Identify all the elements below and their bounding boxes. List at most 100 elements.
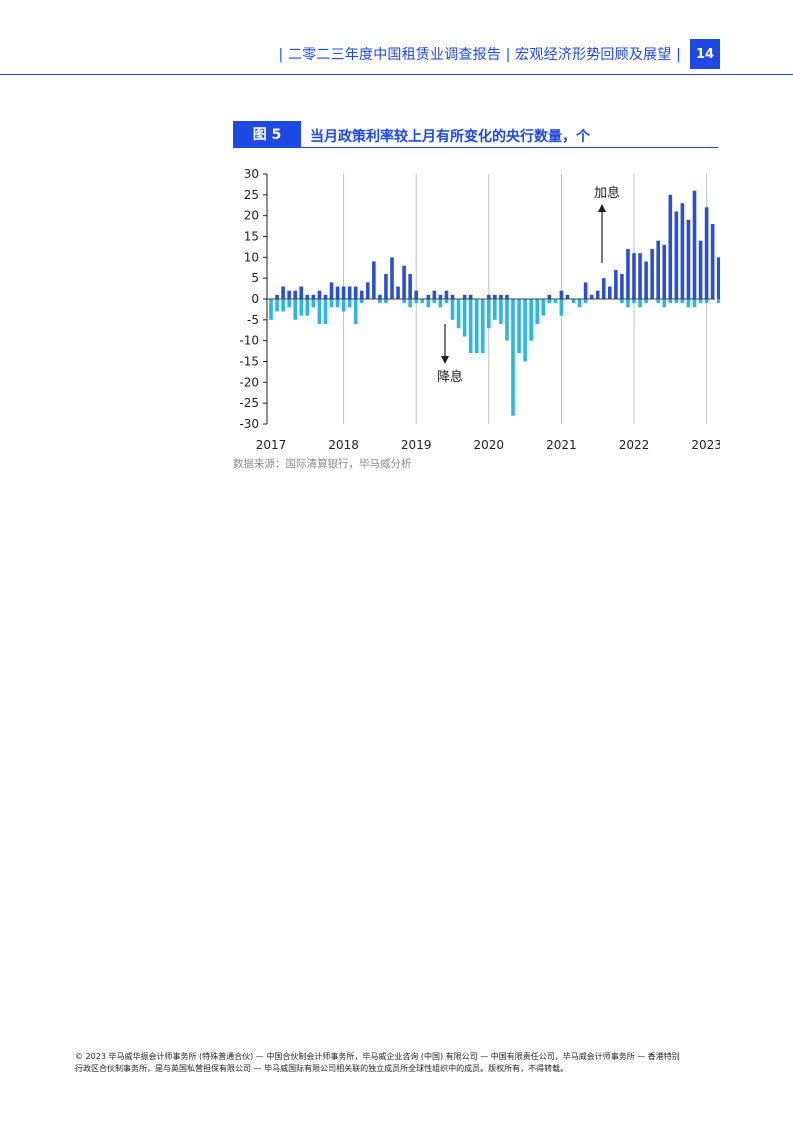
cut-bar xyxy=(698,299,703,304)
y-tick-label: 5 xyxy=(251,271,259,285)
hike-bar xyxy=(493,294,497,299)
hike-bar xyxy=(656,240,660,299)
hike-bar xyxy=(378,294,382,299)
cut-bar xyxy=(716,299,720,304)
footer-line-1: © 2023 毕马威华振会计师事务所 (特殊普通合伙) — 中国合伙制会计师事务… xyxy=(75,1052,680,1061)
cut-bar xyxy=(341,299,346,312)
hike-bar xyxy=(323,294,328,299)
cut-bar xyxy=(444,299,449,304)
hike-bar xyxy=(614,269,618,299)
hike-bar xyxy=(704,207,709,299)
cut-bar xyxy=(529,299,533,341)
y-tick-label: 25 xyxy=(244,188,259,202)
chart-axes: 30 25 20 15 10 5 0 -5 -10 -15 -20 -25 -30 2017 2018 201… xyxy=(239,167,720,452)
cut-bar xyxy=(686,299,691,308)
figure-title-divider xyxy=(233,147,718,148)
hike-bar xyxy=(499,294,503,299)
cut-bar xyxy=(329,299,334,308)
hike-bar xyxy=(329,282,334,299)
hike-bar xyxy=(426,294,431,299)
hike-bar xyxy=(680,203,685,299)
hike-bar xyxy=(359,290,364,299)
hike-bar xyxy=(366,282,370,299)
y-tick-label: -5 xyxy=(247,313,259,327)
hike-bar xyxy=(626,249,630,299)
cut-bar xyxy=(511,299,515,416)
cut-bar xyxy=(335,299,340,308)
y-tick-label: -10 xyxy=(239,334,259,348)
cut-bar xyxy=(535,299,539,324)
hike-bar xyxy=(716,257,720,299)
cut-bar xyxy=(299,299,304,316)
cut-bar xyxy=(632,299,636,304)
hike-bar xyxy=(372,261,376,299)
hike-bar xyxy=(275,294,279,299)
cut-bar xyxy=(323,299,328,324)
header-divider xyxy=(0,74,793,75)
hike-bar xyxy=(396,286,400,299)
x-tick-label: 2023 xyxy=(691,438,720,452)
hike-bar xyxy=(335,286,340,299)
chart-annotations: 加息 降息 xyxy=(437,185,620,385)
y-tick-label: 0 xyxy=(251,292,259,306)
cut-bar xyxy=(692,299,697,308)
cut-bar xyxy=(311,299,316,308)
chart-bars xyxy=(269,190,720,416)
hike-bar xyxy=(668,194,673,299)
hike-bar xyxy=(620,274,624,299)
annotation-cut-arrowhead xyxy=(441,356,449,364)
x-tick-label: 2018 xyxy=(328,438,359,452)
y-tick-label: 10 xyxy=(244,250,259,264)
footer-line-2: 行政区合伙制事务所，是与英国私营担保有限公司 — 毕马威国际有限公司相关联的独立… xyxy=(75,1064,569,1073)
hike-bar xyxy=(589,294,594,299)
cut-bar xyxy=(656,299,660,304)
hike-bar xyxy=(468,294,473,299)
hike-bar xyxy=(353,286,358,299)
cut-bar xyxy=(281,299,285,312)
hike-bar xyxy=(450,294,455,299)
hike-bar xyxy=(644,261,648,299)
hike-bar xyxy=(595,290,600,299)
hike-bar xyxy=(438,294,443,299)
y-tick-label: 30 xyxy=(244,167,259,181)
cut-bar xyxy=(438,299,443,308)
hike-bar xyxy=(408,274,412,299)
report-header-title: | 二零二三年度中国租赁业调查报告 | 宏观经济形势回顾及展望 | xyxy=(278,47,681,63)
y-tick-label: 20 xyxy=(244,209,259,223)
cut-bar xyxy=(541,299,546,316)
cut-bar xyxy=(293,299,297,320)
cut-bar xyxy=(571,299,576,304)
hike-bar xyxy=(402,265,406,299)
x-tick-label: 2022 xyxy=(619,438,650,452)
cut-bar xyxy=(305,299,310,316)
hike-bar xyxy=(601,278,606,299)
hike-bar xyxy=(390,257,394,299)
hike-bar xyxy=(287,290,291,299)
hike-bar xyxy=(638,253,642,299)
hike-bar xyxy=(632,253,636,299)
hike-bar xyxy=(547,294,552,299)
cut-bar xyxy=(668,299,673,304)
cut-bar xyxy=(680,299,685,304)
x-tick-label: 2020 xyxy=(474,438,505,452)
y-tick-label: 15 xyxy=(244,230,259,244)
y-tick-label: -20 xyxy=(239,375,259,389)
cut-bar xyxy=(384,299,388,304)
cut-bar xyxy=(547,299,552,304)
cut-bar xyxy=(493,299,497,320)
hike-bar xyxy=(384,274,388,299)
annotation-cut-label: 降息 xyxy=(437,369,463,385)
hike-bar xyxy=(559,290,564,299)
cut-bar xyxy=(487,299,491,329)
cut-bar xyxy=(474,299,479,354)
cut-bar xyxy=(626,299,630,308)
cut-bar xyxy=(275,299,279,312)
cut-bar xyxy=(704,299,709,304)
figure-title: 当月政策利率较上月有所变化的央行数量，个 xyxy=(310,129,590,145)
cut-bar xyxy=(378,299,382,304)
hike-bar xyxy=(565,294,570,299)
hike-bar xyxy=(674,211,679,299)
hike-bar xyxy=(710,224,715,299)
hike-bar xyxy=(662,244,667,299)
hike-bar xyxy=(293,290,297,299)
